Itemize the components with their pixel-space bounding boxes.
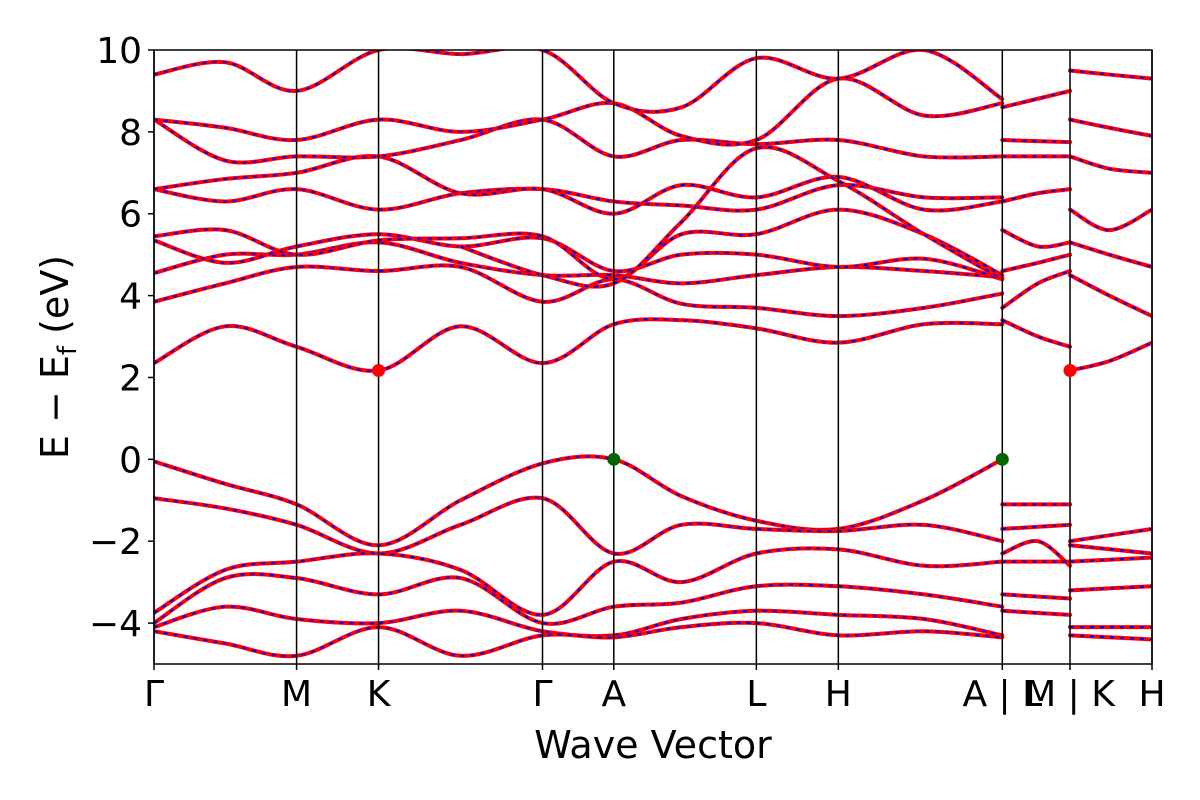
band-line-overlay-25 [1002,253,1071,273]
band-line-overlay-23 [1001,319,1071,348]
y-tick-label-0: −4 [89,604,142,645]
x-tick-label-6: H [825,674,852,715]
band-line-40 [1068,207,1152,233]
band-line-overlay-41 [1069,155,1152,174]
band-line-0 [154,454,1005,548]
x-axis-title: Wave Vector [534,723,772,767]
band-line-overlay-22 [1002,609,1071,616]
band-line-overlay-43 [1069,69,1152,80]
band-line-overlay-5 [154,621,1003,658]
x-tick-label-3: Γ [532,674,552,715]
band-line-overlay-31 [1069,527,1152,543]
bands-layer [154,50,1152,659]
band-line-2 [154,546,1005,617]
band-line-24 [1000,269,1073,310]
band-line-38 [1068,273,1152,319]
band-line-30 [1000,88,1073,110]
cbm-marker-0 [372,364,386,378]
x-tick-label-4: A [601,674,626,715]
y-tick-label-4: 4 [119,277,142,318]
band-line-overlay-7 [154,264,1003,318]
band-line-7 [154,263,1005,319]
x-tick-label-7: A | L [962,674,1042,715]
band-line-3 [154,572,1005,626]
band-line-overlay-4 [154,605,1003,638]
band-line-15 [154,50,1005,114]
band-line-overlay-40 [1069,208,1152,232]
y-axis-title: E − Ef (eV) [33,255,83,459]
band-line-6 [154,317,1005,373]
plot-frame [153,49,1153,665]
band-line-overlay-36 [1069,634,1152,641]
band-line-overlay-39 [1069,241,1152,268]
band-line-overlay-33 [1069,556,1152,563]
y-tick-label-6: 8 [119,113,142,154]
y-tick-label-7: 10 [96,31,142,72]
band-line-overlay-29 [1002,139,1071,144]
band-line-13 [154,117,1005,165]
band-line-overlay-37 [1069,341,1152,372]
x-tick-label-5: L [746,674,766,715]
band-line-overlay-14 [154,77,1003,146]
y-tick-label-5: 6 [119,195,142,236]
band-line-overlay-21 [1002,593,1071,600]
band-line-overlay-34 [1069,585,1152,592]
x-tick-label-9: H [1138,674,1165,715]
band-line-overlay-1 [154,496,1003,555]
x-axis-ticks: Γ M K Γ A L H A | LM | K H [144,664,1166,715]
y-axis-title-sub: f [53,345,83,355]
band-line-37 [1068,340,1152,373]
band-line-19 [1000,539,1073,568]
band-line-overlay-15 [154,50,1003,113]
band-line-overlay-2 [154,547,1003,616]
y-axis-title-main: E − E [33,355,77,459]
y-tick-label-2: 0 [119,440,142,481]
band-line-41 [1068,154,1152,175]
y-tick-label-3: 2 [119,358,142,399]
band-line-16 [458,145,1005,289]
band-line-overlay-18 [1002,523,1071,530]
vbm-marker-2 [607,452,621,466]
y-axis-title-unit: (eV) [33,255,77,346]
band-line-5 [154,620,1005,659]
band-line-overlay-0 [154,455,1003,547]
x-tick-label-0: Γ [144,674,164,715]
band-line-23 [1000,318,1073,349]
band-line-overlay-38 [1069,274,1152,317]
x-tick-label-1: M [281,674,312,715]
band-line-overlay-24 [1001,270,1071,309]
band-line-overlay-32 [1069,544,1152,555]
vbm-marker-3 [995,452,1009,466]
band-line-26 [1000,228,1073,249]
cbm-marker-1 [1063,364,1077,378]
x-tick-label-8: M | K [1025,674,1116,715]
band-line-overlay-42 [1069,118,1152,137]
band-line-overlay-27 [1002,188,1071,203]
x-tick-label-2: K [367,674,392,715]
y-axis-ticks: −4 −2 0 2 4 6 8 10 [89,31,154,645]
band-line-4 [154,604,1005,639]
markers-layer [372,364,1077,466]
band-line-overlay-6 [154,318,1003,372]
y-tick-label-1: −2 [89,522,142,563]
